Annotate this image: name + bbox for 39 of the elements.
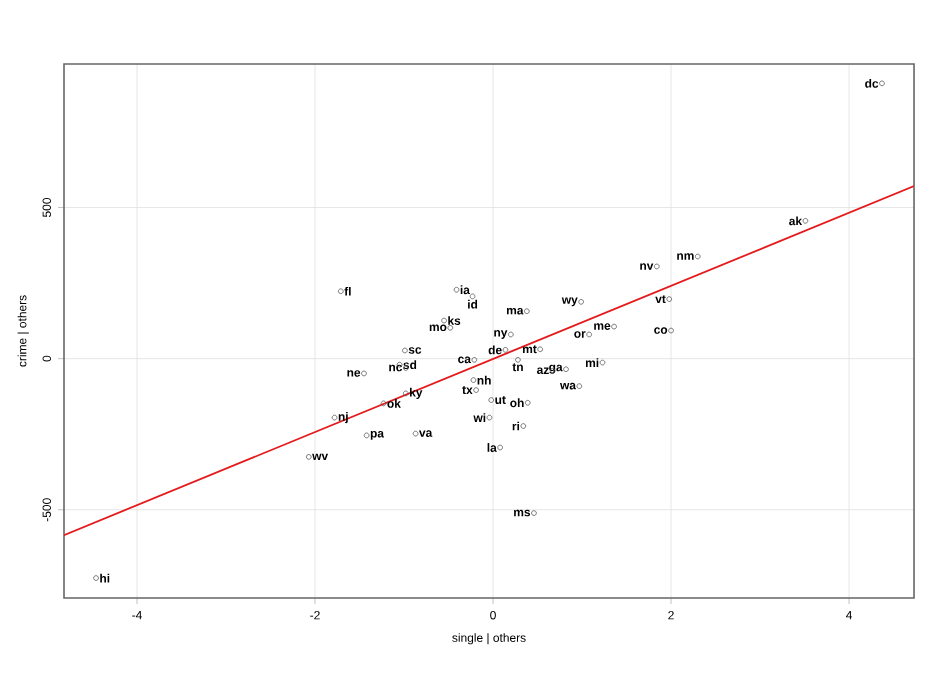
point bbox=[402, 347, 408, 354]
point bbox=[471, 357, 478, 363]
point bbox=[331, 414, 338, 421]
point bbox=[654, 263, 660, 270]
point bbox=[488, 397, 495, 403]
point bbox=[576, 383, 583, 389]
point bbox=[537, 346, 543, 353]
point bbox=[668, 327, 674, 334]
point bbox=[694, 253, 701, 260]
point bbox=[497, 444, 503, 451]
point bbox=[403, 390, 409, 397]
point bbox=[524, 399, 531, 406]
point bbox=[453, 286, 460, 293]
point bbox=[578, 299, 584, 305]
point bbox=[515, 357, 521, 363]
point bbox=[502, 347, 509, 353]
point bbox=[338, 288, 344, 295]
point bbox=[305, 454, 312, 460]
point bbox=[361, 370, 367, 377]
point bbox=[473, 387, 479, 393]
point bbox=[520, 423, 527, 429]
point bbox=[666, 296, 673, 302]
point bbox=[563, 366, 569, 373]
point bbox=[447, 325, 454, 331]
point bbox=[412, 430, 419, 437]
point bbox=[380, 400, 387, 407]
point bbox=[611, 323, 617, 330]
point bbox=[802, 218, 809, 224]
point bbox=[879, 80, 885, 87]
point bbox=[586, 331, 592, 338]
point bbox=[486, 414, 493, 421]
point bbox=[508, 331, 514, 338]
point bbox=[531, 510, 537, 516]
point bbox=[524, 308, 530, 314]
point bbox=[470, 377, 477, 383]
point bbox=[93, 575, 99, 581]
point bbox=[363, 432, 370, 439]
point bbox=[441, 317, 447, 324]
point bbox=[599, 359, 606, 366]
